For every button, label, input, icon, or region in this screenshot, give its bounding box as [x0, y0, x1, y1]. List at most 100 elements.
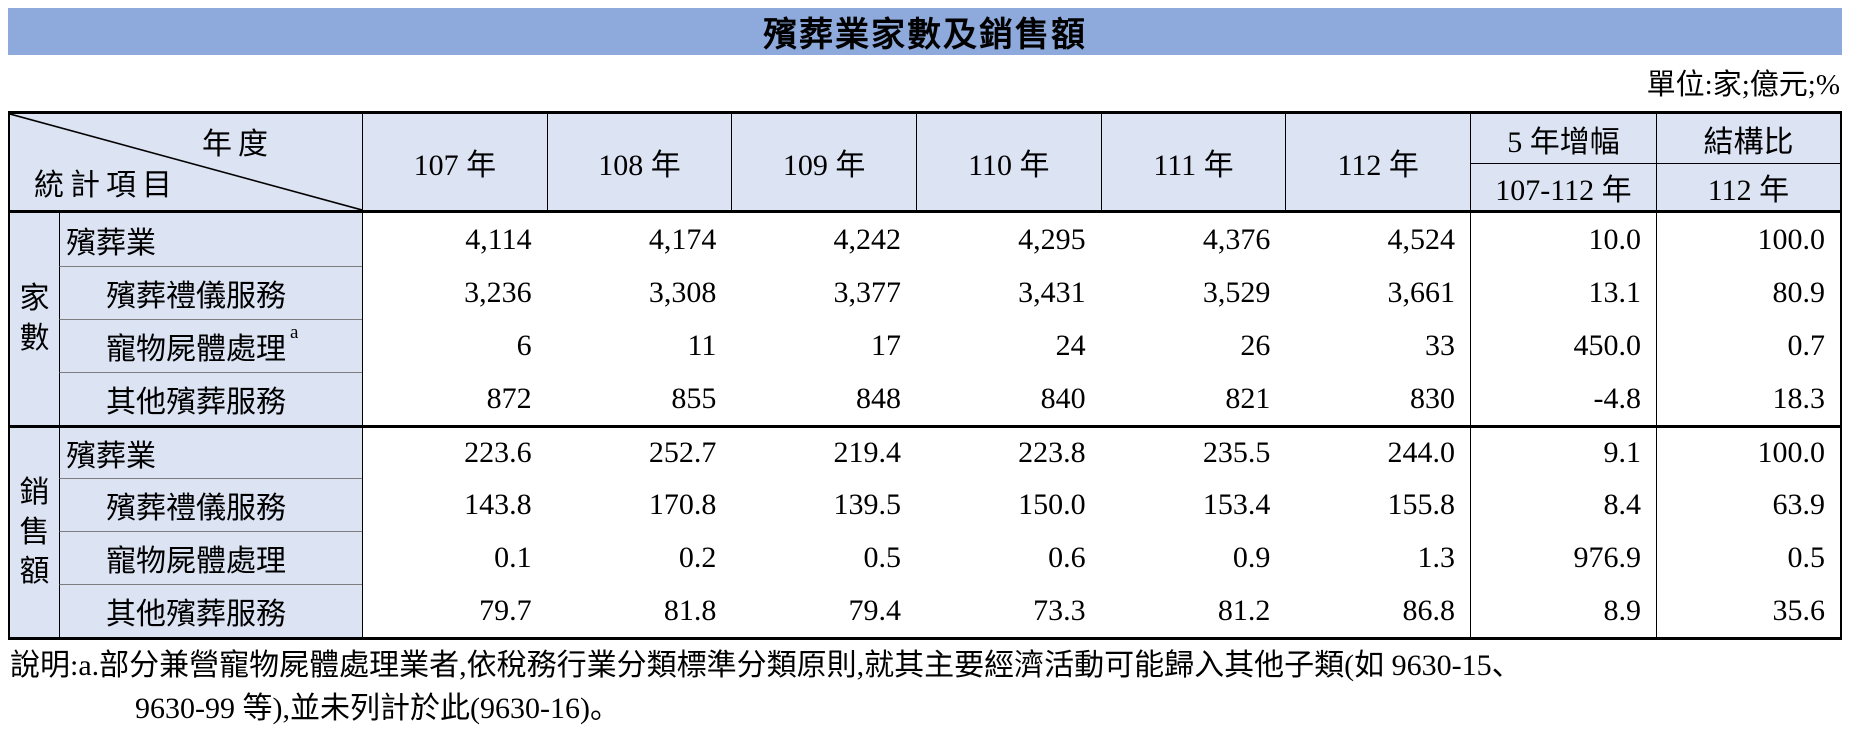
data-cell: 81.8 — [663, 593, 717, 627]
item-label-cell: 其他殯葬服務 — [59, 372, 362, 425]
footnote-line-1: 說明:a.部分兼營寵物屍體處理業者,依稅務行業分類標準分類原則,就其主要經濟活動… — [10, 649, 1522, 682]
data-cell: 821 — [1225, 381, 1271, 415]
data-cell: 855 — [671, 381, 717, 415]
footnote: 說明:a.部分兼營寵物屍體處理業者,依稅務行業分類標準分類原則,就其主要經濟活動… — [10, 644, 1522, 730]
item-label: 殯葬禮儀服務 — [106, 280, 286, 313]
footnote-line-2: 9630-99 等),並未列計於此(9630-16)。 — [135, 692, 620, 725]
footnote-marker: a — [290, 322, 299, 343]
data-cell: 0.9 — [1232, 540, 1271, 574]
growth-cell: -4.8 — [1470, 372, 1656, 425]
data-cell: 139.5 — [833, 487, 902, 521]
year-header: 109 年 — [731, 114, 916, 213]
growth-cell: 8.4 — [1470, 478, 1656, 531]
data-cell: 150.0 — [1018, 487, 1086, 521]
data-cell: 3,431 — [1018, 275, 1086, 309]
data-cell: 170.8 — [648, 487, 717, 521]
corner-header-cell: 年度 統計項目 — [10, 114, 362, 213]
data-cell: 1.3 — [1417, 540, 1456, 574]
structure-cell: 100.0 — [1656, 213, 1840, 266]
structure-cell: 0.7 — [1656, 319, 1840, 372]
item-label: 其他殯葬服務 — [106, 386, 286, 419]
growth-column-header: 5 年增幅 — [1470, 114, 1656, 164]
year-header: 108 年 — [546, 114, 732, 213]
item-label-cell: 寵物屍體處理 a — [59, 319, 362, 372]
data-cell: 872 — [362, 372, 547, 425]
data-cell: 848 — [856, 381, 901, 415]
data-cell: 223.8 — [916, 425, 1101, 478]
year-header: 112 年 — [1285, 114, 1470, 213]
year-header: 111 年 — [1100, 114, 1286, 213]
data-cell: 4,242 — [833, 222, 902, 256]
data-cell: 33 — [1425, 328, 1455, 362]
growth-cell: 10.0 — [1470, 213, 1656, 266]
year-header: 110 年 — [916, 114, 1101, 213]
data-cell: 3,529 — [1202, 275, 1271, 309]
data-cell: 0.2 — [678, 540, 717, 574]
data-cell: 153.4 — [1202, 487, 1271, 521]
growth-cell: 13.1 — [1470, 266, 1656, 319]
data-cell: 86.8 — [1402, 593, 1456, 627]
data-cell: 4,295 — [1018, 222, 1086, 256]
corner-label-year: 年度 — [202, 128, 274, 161]
item-label: 殯葬業 — [66, 440, 156, 473]
growth-cell: 450.0 — [1470, 319, 1656, 372]
data-cell: 0.6 — [1048, 540, 1086, 574]
data-cell: 11 — [687, 328, 717, 362]
item-label: 寵物屍體處理 — [106, 545, 286, 578]
item-label: 殯葬業 — [66, 226, 156, 260]
data-cell: 143.8 — [362, 478, 547, 531]
item-label-cell: 殯葬業 — [59, 213, 362, 266]
data-cell: 0.5 — [863, 540, 902, 574]
structure-cell: 80.9 — [1656, 266, 1840, 319]
data-cell: 26 — [1240, 328, 1271, 362]
structure-column-header: 結構比 — [1656, 114, 1840, 164]
data-cell: 3,661 — [1387, 275, 1456, 309]
data-cell: 4,524 — [1387, 222, 1456, 256]
item-label-cell: 殯葬業 — [59, 425, 362, 478]
structure-cell: 63.9 — [1656, 478, 1840, 531]
item-label-cell: 其他殯葬服務 — [59, 584, 362, 637]
group-label-cell: 銷 售 額 — [10, 425, 59, 637]
structure-cell: 0.5 — [1656, 531, 1840, 584]
structure-cell: 100.0 — [1656, 425, 1840, 478]
data-cell: 223.6 — [362, 425, 547, 478]
data-cell: 73.3 — [1033, 593, 1086, 627]
data-cell: 81.2 — [1217, 593, 1271, 627]
item-label-cell: 殯葬禮儀服務 — [59, 266, 362, 319]
data-cell: 219.4 — [731, 425, 916, 478]
diagonal-divider — [10, 114, 362, 210]
structure-column-subheader: 112 年 — [1656, 164, 1840, 213]
data-cell: 4,376 — [1202, 222, 1271, 256]
data-cell: 252.7 — [546, 425, 732, 478]
structure-cell: 35.6 — [1656, 584, 1840, 637]
item-label-cell: 殯葬禮儀服務 — [59, 478, 362, 531]
data-cell: 235.5 — [1100, 425, 1286, 478]
data-cell: 3,236 — [362, 266, 547, 319]
data-cell: 3,308 — [648, 275, 717, 309]
data-cell: 79.7 — [362, 584, 547, 637]
page-title: 殯葬業家數及銷售額 — [8, 8, 1842, 55]
group-label-cell: 家 數 — [10, 213, 59, 425]
data-cell: 4,114 — [362, 213, 547, 266]
growth-cell: 8.9 — [1470, 584, 1656, 637]
data-cell: 6 — [362, 319, 547, 372]
data-cell: 0.1 — [362, 531, 547, 584]
data-cell: 17 — [871, 328, 901, 362]
data-cell: 244.0 — [1285, 425, 1470, 478]
corner-label-items: 統計項目 — [34, 169, 178, 202]
year-header: 107 年 — [362, 114, 547, 213]
item-label: 殯葬禮儀服務 — [106, 492, 286, 525]
data-cell: 155.8 — [1387, 487, 1456, 521]
item-label: 寵物屍體處理 — [106, 333, 286, 366]
data-cell: 4,174 — [648, 222, 717, 256]
data-cell: 24 — [1055, 328, 1086, 362]
item-label: 其他殯葬服務 — [106, 598, 286, 631]
data-cell: 840 — [1040, 381, 1086, 415]
growth-cell: 976.9 — [1470, 531, 1656, 584]
structure-cell: 18.3 — [1656, 372, 1840, 425]
data-cell: 3,377 — [833, 275, 902, 309]
data-cell: 79.4 — [848, 593, 902, 627]
growth-cell: 9.1 — [1470, 425, 1656, 478]
